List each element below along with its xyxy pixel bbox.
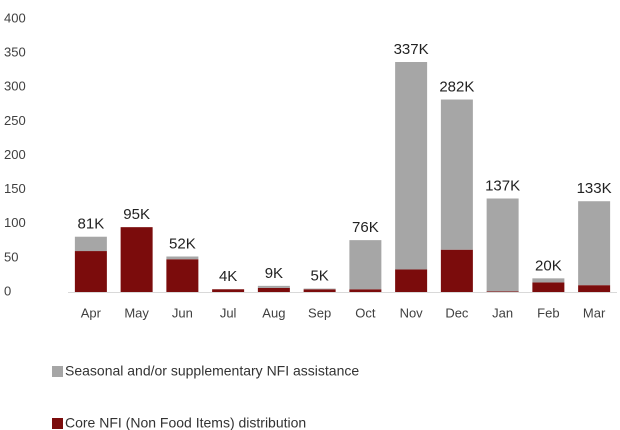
x-tick-label: Mar: [583, 305, 606, 320]
bar-segment: [74, 251, 107, 292]
bar-segment: [395, 269, 428, 292]
bar-segment: [349, 289, 382, 292]
x-tick-label: May: [124, 305, 149, 320]
y-tick-label: 150: [4, 181, 26, 196]
legend-label: Seasonal and/or supplementary NFI assist…: [65, 363, 359, 379]
y-tick-label: 50: [4, 249, 18, 264]
bar-segment: [257, 285, 290, 288]
bar-segment: [578, 201, 611, 286]
total-label: 337K: [394, 41, 429, 58]
legend-swatch: [52, 418, 63, 429]
bar-segment: [120, 227, 153, 292]
bar-segment: [303, 288, 336, 290]
total-label: 137K: [485, 177, 520, 194]
bar-segment: [532, 282, 565, 292]
bar-segment: [395, 61, 428, 270]
bar-segment: [486, 291, 519, 292]
total-label: 5K: [310, 268, 328, 285]
total-label: 133K: [577, 180, 612, 197]
total-label: 282K: [439, 79, 474, 96]
x-tick-label: Aug: [262, 305, 285, 320]
bar-segment: [166, 256, 199, 260]
legend-swatch: [52, 366, 63, 377]
bar-segment: [578, 285, 611, 292]
y-tick-label: 350: [4, 45, 26, 60]
y-tick-label: 0: [4, 283, 11, 298]
bar-segment: [212, 289, 245, 292]
x-tick-label: Dec: [445, 305, 469, 320]
y-tick-label: 200: [4, 147, 26, 162]
y-tick-label: 250: [4, 113, 26, 128]
y-tick-label: 300: [4, 79, 26, 94]
y-tick-label: 100: [4, 215, 26, 230]
total-label: 76K: [352, 219, 379, 236]
bar-segment: [257, 287, 290, 292]
bar-segment: [440, 99, 473, 250]
total-label: 9K: [265, 265, 283, 282]
y-tick-label: 400: [4, 10, 26, 25]
x-tick-label: Oct: [355, 305, 376, 320]
total-label: 20K: [535, 257, 562, 274]
bar-segment: [303, 289, 336, 292]
bar-segment: [74, 236, 107, 252]
x-tick-label: Apr: [81, 305, 102, 320]
x-tick-label: Sep: [308, 305, 331, 320]
x-tick-label: Jul: [220, 305, 237, 320]
total-label: 4K: [219, 268, 237, 285]
bar-segment: [166, 259, 199, 292]
total-label: 81K: [78, 216, 105, 233]
x-tick-label: Jun: [172, 305, 193, 320]
total-label: 52K: [169, 235, 196, 252]
bar-segment: [440, 249, 473, 292]
x-tick-label: Jan: [492, 305, 513, 320]
bar-segment: [349, 240, 382, 290]
bar-segment: [532, 278, 565, 283]
x-tick-label: Feb: [537, 305, 559, 320]
bar-segment: [486, 198, 519, 292]
total-label: 95K: [123, 206, 150, 223]
x-tick-label: Nov: [400, 305, 424, 320]
legend-label: Core NFI (Non Food Items) distribution: [65, 415, 306, 430]
